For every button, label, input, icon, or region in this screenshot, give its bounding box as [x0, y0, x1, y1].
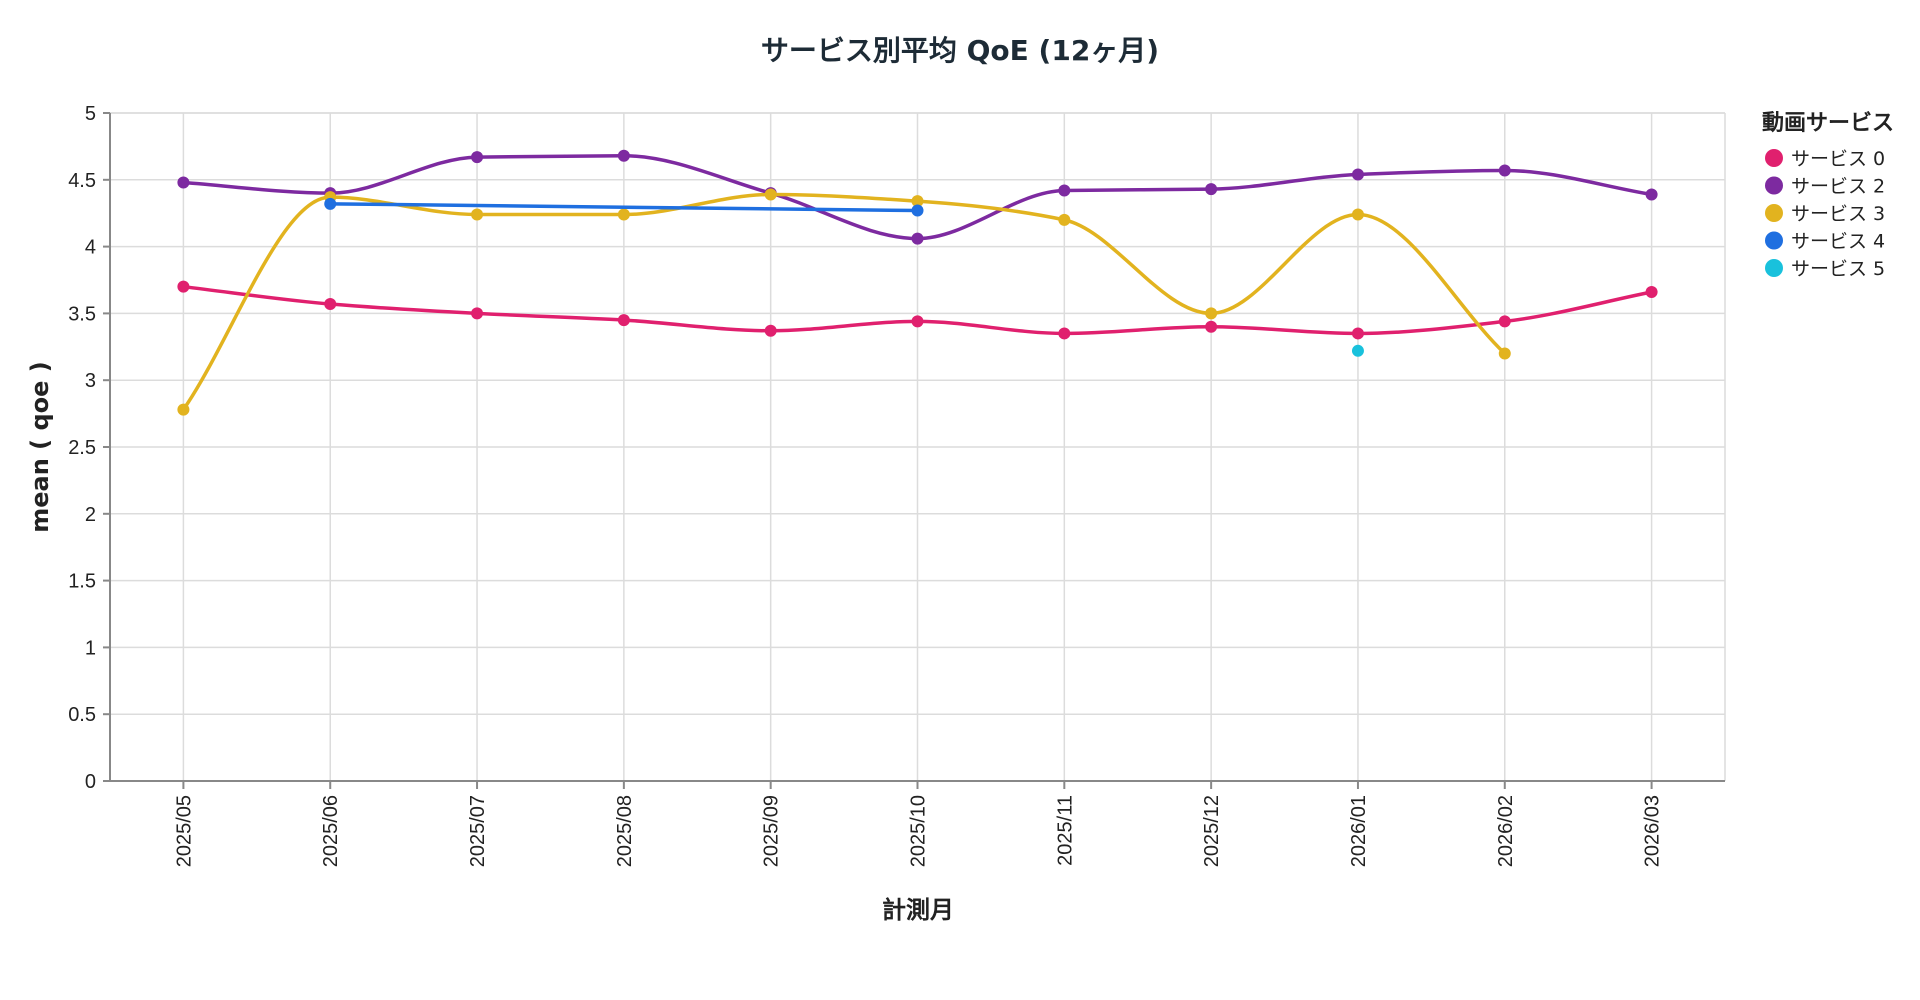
data-point	[471, 307, 484, 320]
data-point	[1498, 315, 1511, 328]
data-point	[1351, 327, 1364, 340]
data-point	[324, 197, 337, 210]
y-axis-title: mean ( qoe )	[26, 361, 54, 533]
data-point	[911, 315, 924, 328]
y-tick-label: 1	[85, 637, 96, 659]
y-tick-label: 2.5	[68, 437, 96, 459]
series-layer	[177, 149, 1658, 416]
y-tick-label: 2	[85, 504, 96, 526]
axes: 0 0.5 1 1.5 2 2.5 3 3.5 4 4.5 5 2025/05 2025/06 2025/…	[68, 103, 1725, 867]
x-tick-label: 2025/06	[320, 795, 342, 867]
y-tick-label: 0	[85, 771, 96, 793]
data-point	[324, 298, 337, 311]
data-point	[1205, 183, 1218, 196]
legend-swatch	[1765, 176, 1783, 195]
y-tick-label: 3	[85, 370, 96, 392]
data-point	[1058, 327, 1071, 340]
series-line	[181, 192, 1507, 412]
legend-swatch	[1765, 204, 1783, 222]
x-tick-label: 2025/07	[467, 795, 489, 867]
data-point	[471, 151, 484, 164]
y-tick-label: 0.5	[68, 704, 96, 726]
y-tick-label: 4.5	[68, 170, 96, 192]
series-2	[177, 188, 1511, 416]
legend-label: サービス 0	[1791, 148, 1885, 170]
legend-label: サービス 5	[1791, 258, 1885, 280]
data-point	[764, 188, 777, 201]
x-tick-label: 2025/12	[1201, 795, 1223, 867]
data-point	[1351, 344, 1364, 357]
y-tick-label: 5	[85, 103, 96, 125]
series-3	[324, 197, 924, 217]
data-point	[617, 149, 630, 162]
y-tick-label: 1.5	[68, 571, 96, 593]
series-0	[177, 280, 1658, 340]
data-point	[1498, 164, 1511, 177]
chart-title: サービス別平均 QoE (12ヶ月)	[761, 34, 1159, 67]
y-tick-label: 3.5	[68, 303, 96, 325]
data-point	[764, 324, 777, 337]
x-tick-label: 2025/10	[908, 795, 930, 867]
x-tick-label: 2026/01	[1348, 795, 1370, 867]
data-point	[1205, 307, 1218, 320]
x-tick-label: 2025/11	[1054, 795, 1076, 866]
grid	[110, 112, 1726, 782]
series-4	[1351, 344, 1364, 357]
legend: 動画サービス サービス 0 サービス 2 サービス 3 サービス 4 サービス 5	[1762, 111, 1894, 280]
data-point	[1205, 320, 1218, 333]
data-point	[617, 314, 630, 327]
x-tick-label: 2025/09	[761, 795, 783, 867]
data-point	[1058, 184, 1071, 197]
data-point	[1645, 286, 1658, 299]
legend-label: サービス 3	[1791, 203, 1885, 225]
series-line	[328, 202, 920, 213]
data-point	[177, 280, 190, 293]
legend-swatch	[1765, 149, 1783, 167]
y-tick-label: 4	[85, 237, 96, 259]
x-axis-title: 計測月	[882, 896, 954, 924]
data-point	[911, 195, 924, 208]
legend-title: 動画サービス	[1762, 111, 1894, 136]
data-point	[177, 176, 190, 189]
legend-label: サービス 2	[1791, 176, 1885, 198]
data-point	[1058, 213, 1071, 226]
x-tick-label: 2025/05	[173, 795, 195, 867]
x-tick-label: 2026/02	[1495, 795, 1517, 867]
data-point	[1645, 188, 1658, 201]
data-point	[617, 208, 630, 221]
legend-swatch	[1765, 231, 1783, 250]
legend-label: サービス 4	[1791, 231, 1885, 253]
x-tick-label: 2025/08	[614, 795, 636, 867]
data-point	[1351, 208, 1364, 221]
data-point	[1351, 168, 1364, 181]
x-tick-label: 2026/03	[1642, 795, 1664, 867]
data-point	[177, 403, 190, 416]
legend-swatch	[1765, 259, 1783, 277]
data-point	[471, 208, 484, 221]
data-point	[911, 204, 924, 217]
data-point	[911, 232, 924, 245]
data-point	[1498, 347, 1511, 360]
